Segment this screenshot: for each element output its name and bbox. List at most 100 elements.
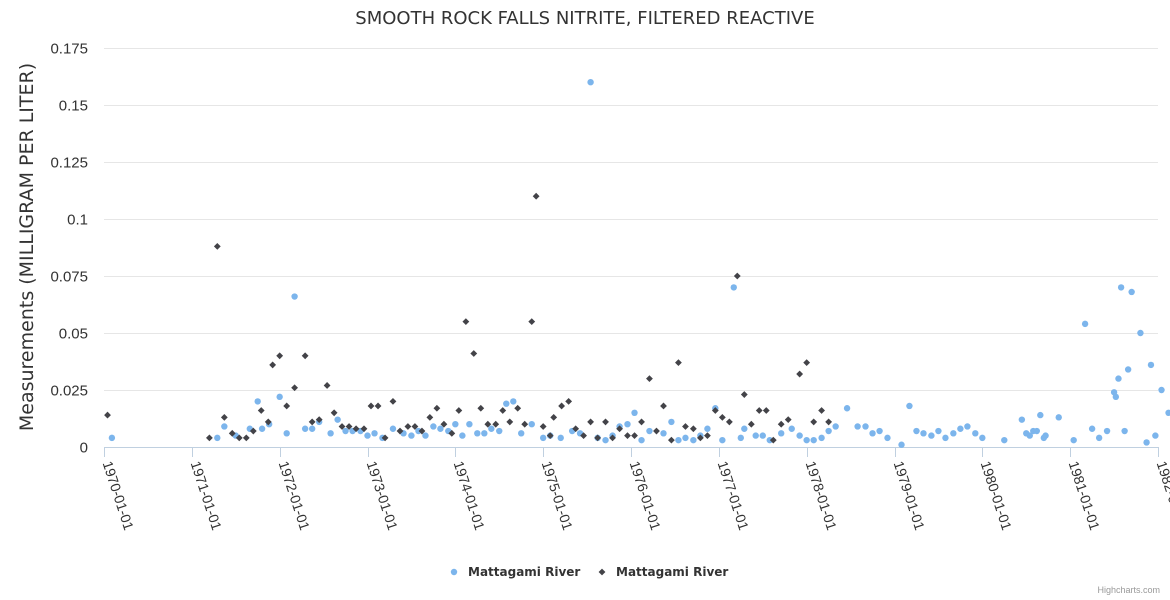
data-point[interactable] — [704, 432, 711, 439]
data-point[interactable] — [249, 427, 257, 435]
data-point[interactable] — [539, 423, 547, 430]
data-point[interactable] — [668, 436, 675, 444]
data-point[interactable] — [602, 436, 609, 444]
data-point[interactable] — [803, 436, 810, 444]
data-point[interactable] — [242, 434, 250, 442]
data-point[interactable] — [558, 402, 566, 410]
data-point[interactable] — [257, 407, 265, 414]
data-point[interactable] — [1081, 320, 1089, 328]
data-point[interactable] — [854, 423, 861, 430]
data-point[interactable] — [1033, 427, 1040, 435]
legend-item-1[interactable]: Mattagami River — [598, 565, 729, 579]
data-point[interactable] — [957, 425, 964, 432]
data-point[interactable] — [733, 272, 741, 280]
data-point[interactable] — [646, 375, 653, 382]
data-point[interactable] — [825, 427, 832, 435]
data-point[interactable] — [752, 432, 759, 439]
data-point[interactable] — [308, 418, 316, 426]
data-point[interactable] — [1147, 361, 1155, 369]
data-point[interactable] — [825, 418, 833, 426]
data-point[interactable] — [730, 284, 737, 291]
data-point[interactable] — [580, 432, 587, 439]
data-point[interactable] — [1121, 427, 1128, 435]
data-point[interactable] — [481, 430, 488, 437]
data-point[interactable] — [1055, 414, 1062, 421]
data-point[interactable] — [521, 420, 529, 428]
data-point[interactable] — [499, 407, 507, 414]
data-point[interactable] — [762, 407, 770, 414]
data-point[interactable] — [214, 434, 221, 442]
data-point[interactable] — [528, 318, 536, 325]
data-point[interactable] — [1124, 366, 1132, 373]
data-point[interactable] — [404, 423, 412, 430]
data-point[interactable] — [532, 192, 540, 200]
data-point[interactable] — [418, 427, 426, 435]
data-point[interactable] — [979, 434, 986, 442]
data-point[interactable] — [725, 418, 733, 426]
data-point[interactable] — [964, 423, 971, 430]
data-point[interactable] — [755, 407, 763, 414]
data-point[interactable] — [408, 432, 415, 439]
data-point[interactable] — [1026, 432, 1033, 439]
data-point[interactable] — [1018, 416, 1026, 423]
data-point[interactable] — [415, 427, 422, 435]
data-point[interactable] — [572, 425, 580, 433]
data-point[interactable] — [381, 434, 389, 442]
data-point[interactable] — [364, 432, 371, 439]
data-point[interactable] — [104, 411, 111, 419]
data-point[interactable] — [624, 432, 631, 439]
data-point[interactable] — [810, 436, 817, 444]
data-point[interactable] — [455, 407, 463, 414]
data-point[interactable] — [696, 434, 704, 442]
data-point[interactable] — [942, 434, 949, 442]
data-point[interactable] — [920, 430, 927, 437]
data-point[interactable] — [1128, 288, 1135, 296]
data-point[interactable] — [433, 404, 441, 412]
data-point[interactable] — [470, 350, 478, 357]
data-point[interactable] — [342, 427, 349, 435]
data-point[interactable] — [437, 425, 444, 432]
data-point[interactable] — [587, 79, 594, 86]
data-point[interactable] — [616, 425, 623, 433]
data-point[interactable] — [1112, 393, 1120, 401]
data-point[interactable] — [338, 423, 346, 430]
data-point[interactable] — [796, 432, 803, 439]
data-point[interactable] — [462, 318, 470, 325]
data-point[interactable] — [690, 436, 697, 444]
data-point[interactable] — [646, 427, 653, 435]
data-point[interactable] — [972, 430, 979, 437]
data-point[interactable] — [906, 402, 913, 410]
data-point[interactable] — [492, 420, 500, 428]
data-point[interactable] — [682, 434, 689, 442]
data-point[interactable] — [1152, 432, 1159, 439]
data-point[interactable] — [440, 420, 448, 428]
data-point[interactable] — [689, 425, 697, 433]
data-point[interactable] — [935, 427, 942, 435]
data-point[interactable] — [411, 423, 419, 430]
data-point[interactable] — [518, 430, 525, 437]
data-point[interactable] — [1088, 425, 1096, 432]
data-point[interactable] — [327, 430, 334, 437]
data-point[interactable] — [675, 436, 682, 444]
data-point[interactable] — [668, 418, 675, 426]
data-point[interactable] — [389, 425, 397, 432]
data-point[interactable] — [474, 430, 481, 437]
data-point[interactable] — [308, 425, 316, 432]
data-point[interactable] — [330, 409, 338, 417]
data-point[interactable] — [291, 384, 298, 392]
data-point[interactable] — [1103, 427, 1111, 435]
data-point[interactable] — [832, 423, 839, 430]
data-point[interactable] — [477, 404, 485, 412]
data-point[interactable] — [254, 398, 261, 405]
data-point[interactable] — [594, 434, 602, 442]
data-point[interactable] — [1137, 329, 1144, 337]
data-point[interactable] — [108, 434, 116, 442]
data-point[interactable] — [631, 432, 638, 439]
data-point[interactable] — [711, 407, 719, 414]
data-point[interactable] — [235, 434, 243, 442]
data-point[interactable] — [220, 413, 228, 421]
data-point[interactable] — [514, 404, 522, 412]
data-point[interactable] — [258, 425, 266, 432]
data-point[interactable] — [737, 434, 744, 442]
data-point[interactable] — [221, 423, 228, 430]
